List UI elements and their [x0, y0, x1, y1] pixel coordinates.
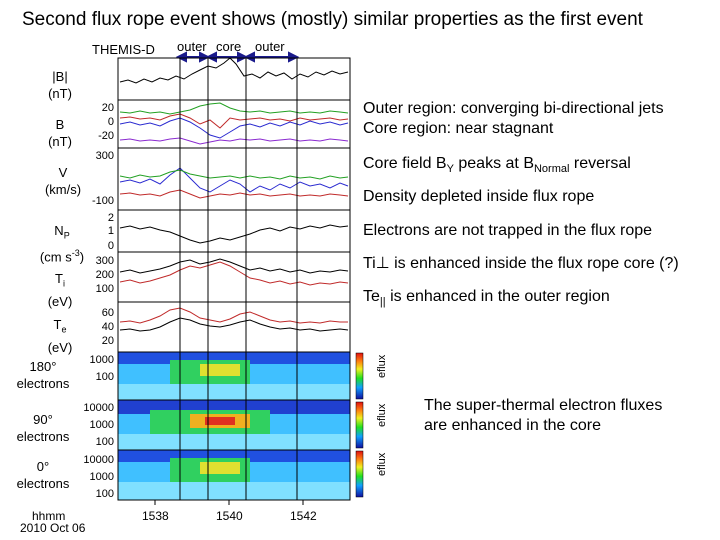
- tick-spec-8: 100: [95, 488, 114, 500]
- ti-black-trace: [119, 258, 349, 274]
- tick-dens-0: 0: [107, 240, 114, 252]
- tick-spec-7: 1000: [89, 471, 114, 483]
- region-label-outer-left: outer: [177, 39, 207, 54]
- tick-spec-5: 100: [95, 436, 114, 448]
- vz-trace: [119, 189, 349, 199]
- vy-trace: [119, 169, 349, 180]
- spectrogram-90: [117, 399, 351, 451]
- time-axis-label-hhmm: hhmm: [32, 509, 66, 523]
- time-tick-1542: 1542: [290, 509, 317, 523]
- time-tick-1538: 1538: [142, 509, 169, 523]
- density-trace: [119, 224, 349, 244]
- spectrogram-0: [117, 449, 351, 501]
- colorbars: [355, 352, 364, 498]
- region-boundary-lines: [179, 58, 298, 500]
- label-bmag: |B| (nT): [48, 69, 72, 101]
- bviolet-trace: [119, 137, 349, 145]
- spectrogram-180: [117, 351, 351, 401]
- note-jets: Outer region: converging bi-directional …: [363, 100, 664, 137]
- tick-bvec-neg20: -20: [98, 130, 114, 142]
- label-bvec: B (nT): [48, 117, 72, 149]
- label-density: NP (cm s-3): [39, 223, 85, 264]
- tick-ti-100: 100: [95, 283, 114, 295]
- tick-te-40: 40: [101, 321, 114, 333]
- vx-trace: [119, 167, 349, 193]
- colorbar-label-1: eflux: [376, 354, 388, 378]
- label-velocity: V (km/s): [44, 165, 82, 197]
- note-density: Density depleted inside flux rope: [363, 188, 595, 205]
- tick-bvec-20: 20: [101, 102, 114, 114]
- tick-spec-6: 10000: [83, 454, 114, 466]
- note-te-parallel: Te|| is enhanced in the outer region: [363, 288, 610, 309]
- note-core-field: Core field BY peaks at BNormal reversal: [363, 155, 631, 176]
- note-superthermal: The super-thermal electron fluxes are en…: [424, 397, 663, 434]
- label-electrons-0: 0° electrons: [16, 459, 70, 491]
- tick-ti-300: 300: [95, 255, 114, 267]
- te-red-trace: [119, 307, 348, 324]
- time-tick-1540: 1540: [216, 509, 243, 523]
- bmag-trace: [119, 57, 349, 84]
- by-trace: [119, 102, 349, 115]
- tick-spec-4: 1000: [89, 419, 114, 431]
- te-black-trace: [119, 317, 349, 332]
- label-electrons-180: 180° electrons: [16, 359, 70, 391]
- tick-vel-300: 300: [95, 150, 114, 162]
- bx-trace: [119, 117, 349, 139]
- label-ti: Ti (eV): [47, 271, 73, 309]
- note-electrons-trapped: Electrons are not trapped in the flux ro…: [363, 222, 653, 239]
- colorbar-label-3: eflux: [376, 452, 388, 476]
- tick-spec-3: 10000: [83, 402, 114, 414]
- region-arrows: [175, 51, 300, 63]
- label-te: Te (eV): [47, 317, 73, 355]
- tick-spec-1: 1000: [89, 354, 114, 366]
- region-label-outer-right: outer: [255, 39, 285, 54]
- slide-title: Second flux rope event shows (mostly) si…: [22, 9, 643, 30]
- spacecraft-label: THEMIS-D: [92, 42, 155, 57]
- colorbar-label-2: eflux: [376, 403, 388, 427]
- time-axis-label-date: 2010 Oct 06: [20, 521, 86, 535]
- tick-te-60: 60: [101, 307, 114, 319]
- tick-ti-200: 200: [95, 269, 114, 281]
- tick-dens-1: 1: [107, 225, 114, 237]
- label-electrons-90: 90° electrons: [16, 412, 70, 444]
- tick-vel-neg100: -100: [91, 195, 114, 207]
- bz-trace: [119, 113, 349, 129]
- ti-red-trace: [119, 261, 349, 286]
- tick-te-20: 20: [101, 335, 114, 347]
- tick-spec-2: 100: [95, 371, 114, 383]
- region-label-core: core: [216, 39, 242, 54]
- tick-dens-2: 2: [107, 212, 114, 224]
- note-ti-perp: Ti⊥ is enhanced inside the flux rope cor…: [363, 255, 679, 272]
- tick-bvec-0: 0: [107, 116, 114, 128]
